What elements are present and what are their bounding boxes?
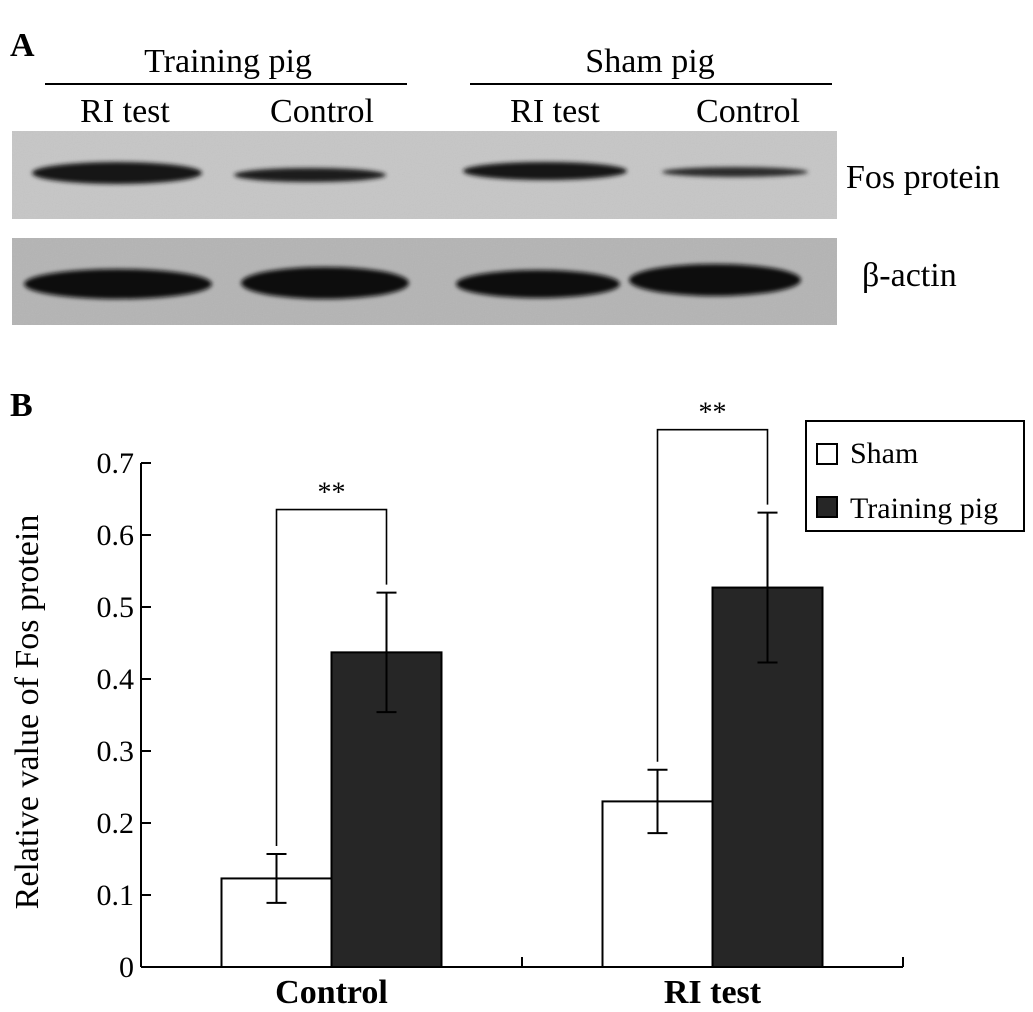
significance-brackets: ** ** — [275, 398, 769, 846]
lane-label-sham-ri: RI test — [510, 93, 600, 130]
legend: Sham Training pig — [805, 420, 1025, 532]
y-tick-label: 0.3 — [97, 735, 135, 768]
band-fos-sham-ri — [463, 162, 627, 180]
y-tick-label: 0.1 — [97, 879, 135, 912]
group-label-sham: Sham pig — [585, 43, 714, 80]
lane-label-sham-control: Control — [696, 93, 800, 130]
y-tick-label: 0.2 — [97, 807, 135, 840]
legend-label-sham: Sham — [850, 437, 918, 470]
y-tick-label: 0.6 — [97, 519, 135, 552]
band-actin-training-ri — [24, 269, 212, 299]
legend-box — [805, 420, 1025, 532]
significance-bracket: ** — [656, 398, 769, 762]
legend-label-training: Training pig — [850, 492, 998, 525]
band-fos-training-ri — [32, 162, 202, 184]
error-bar — [647, 768, 668, 835]
error-bar — [266, 852, 287, 904]
legend-swatch-training — [816, 496, 838, 518]
y-axis-label: Relative value of Fos protein — [9, 515, 46, 910]
bracket-line — [275, 508, 388, 846]
significance-bracket: ** — [275, 478, 388, 846]
band-actin-training-control — [241, 267, 409, 299]
error-bar — [376, 591, 397, 714]
blot-label-fos: Fos protein — [846, 159, 1000, 196]
blot-label-actin: β-actin — [862, 257, 957, 294]
x-category-label: Control — [275, 974, 388, 1011]
band-actin-sham-control — [629, 264, 801, 296]
error-bar — [757, 511, 778, 664]
x-category-label: RI test — [664, 974, 762, 1011]
band-actin-sham-ri — [456, 270, 620, 298]
lane-label-training-control: Control — [270, 93, 374, 130]
significance-label: ** — [699, 398, 727, 429]
blot-fos — [12, 131, 837, 219]
y-tick-label: 0.5 — [97, 591, 135, 624]
significance-label: ** — [318, 478, 346, 509]
y-tick-label: 0.4 — [97, 663, 135, 696]
panel-b-letter: B — [10, 387, 33, 424]
y-tick-label: 0 — [119, 951, 134, 984]
panel-a-letter: A — [10, 27, 35, 64]
group-label-training: Training pig — [144, 43, 312, 80]
group-header-training: Training pig RI test Control — [45, 43, 407, 130]
y-tick-label: 0.7 — [97, 447, 135, 480]
chart-axes: 0 0.1 0.2 0.3 0.4 0.5 0.6 0.7 Control RI test — [97, 447, 904, 1011]
group-header-sham: Sham pig RI test Control — [470, 43, 832, 130]
band-fos-training-control — [234, 168, 386, 182]
lane-label-training-ri: RI test — [80, 93, 170, 130]
band-fos-sham-control — [662, 167, 808, 177]
legend-swatch-sham — [816, 443, 838, 465]
blot-actin — [12, 238, 837, 325]
bracket-line — [656, 428, 769, 762]
chart-bars — [220, 511, 824, 969]
